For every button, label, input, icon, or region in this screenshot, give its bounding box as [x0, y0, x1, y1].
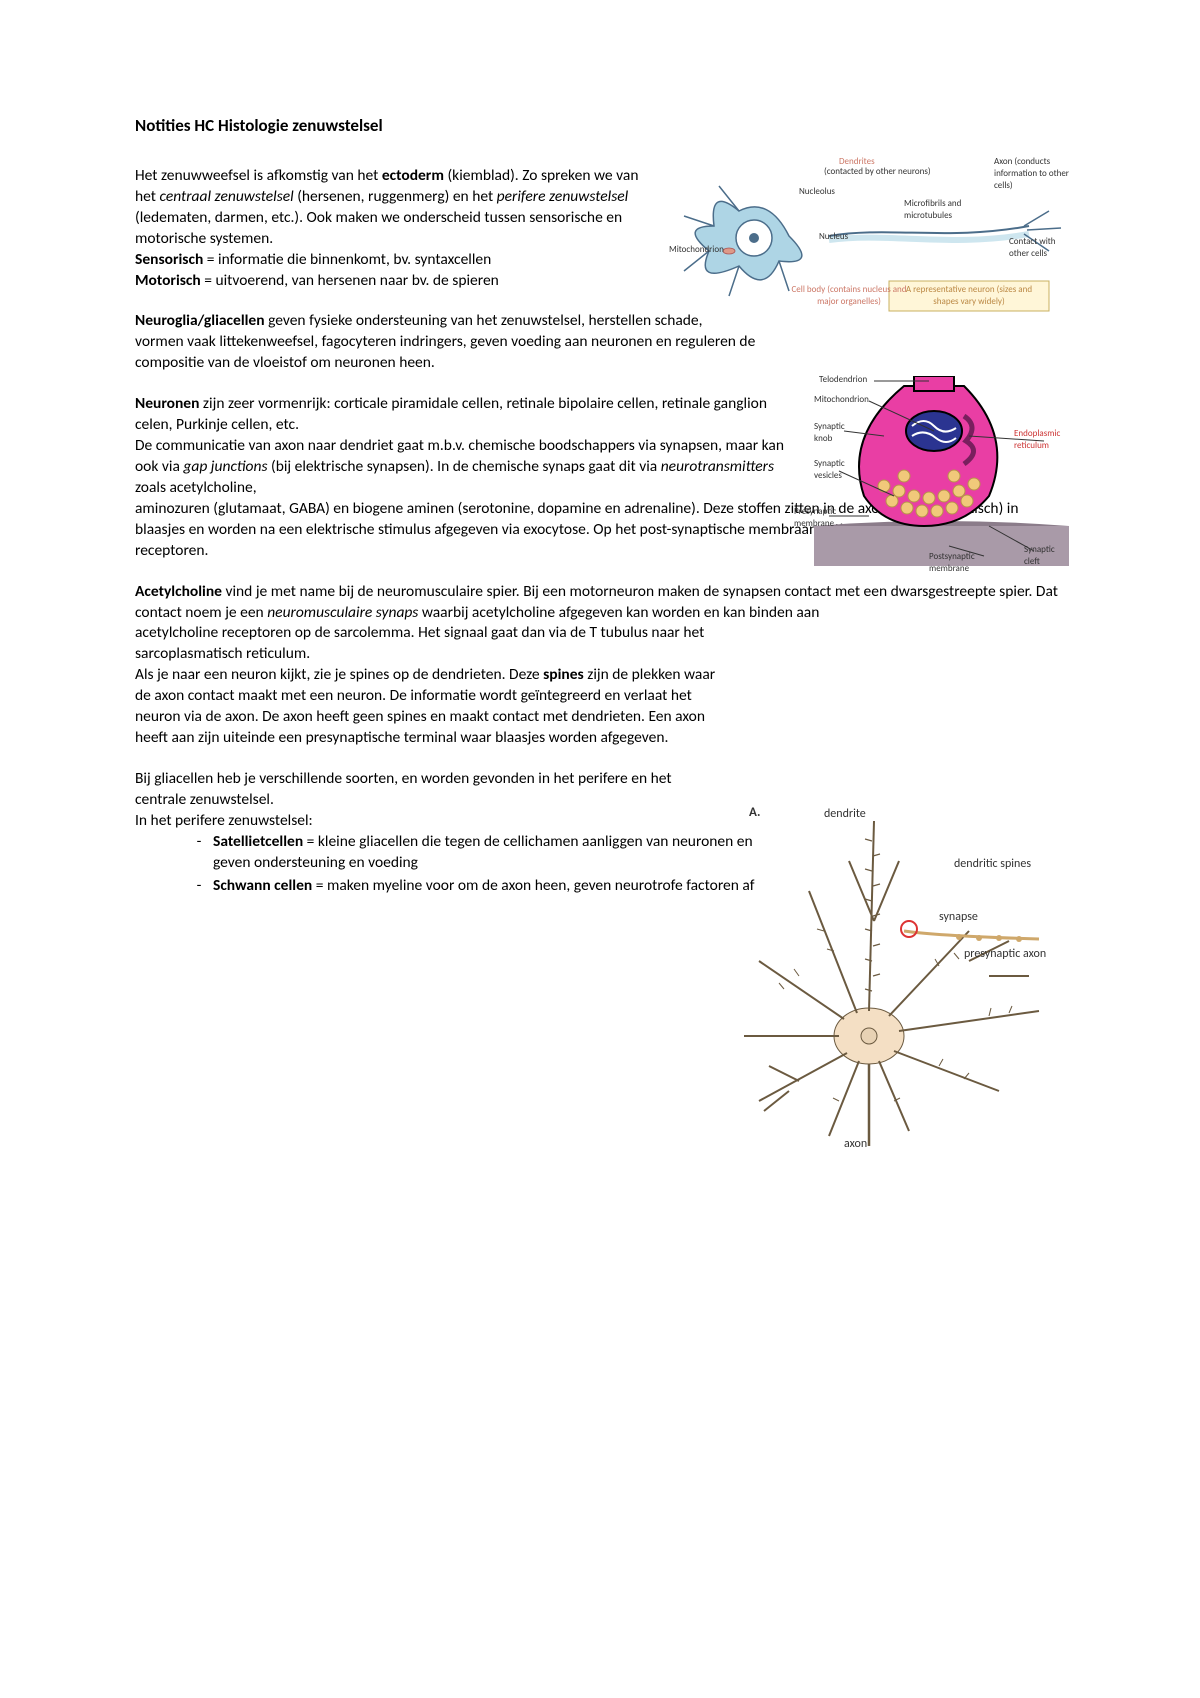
fig1-label-rep: A representative neuron (sizes and shape… — [894, 284, 1044, 308]
fig3-label-preaxon: presynaptic axon — [964, 946, 1046, 962]
text: acetylcholine receptoren op de sarcolemm… — [135, 623, 704, 663]
text: = uitvoerend, van hersenen naar bv. de s… — [201, 271, 499, 290]
fig1-label-dendrites2: (contacted by other neurons) — [824, 166, 931, 178]
paragraph-4: Acetylcholine vind je met name bij de ne… — [135, 582, 1070, 749]
fig3-label-axon: axon — [844, 1136, 867, 1152]
text: geven fysieke ondersteuning van het zenu… — [265, 311, 703, 330]
document-page: Notities HC Histologie zenuwstelsel Het … — [0, 0, 1200, 1698]
fig3-label-synapse: synapse — [939, 909, 978, 925]
term-sensorisch: Sensorisch — [135, 250, 203, 269]
figure-synapse: Telodendrion Mitochondrion Synaptic knob… — [813, 375, 1070, 567]
term-satelliet: Satellietcellen — [213, 832, 303, 851]
text: Als je naar een neuron kijkt, zie je spi… — [135, 665, 543, 684]
term-schwann: Schwann cellen — [213, 876, 312, 895]
fig2-label-ves: Synaptic vesicles — [814, 458, 859, 482]
bullet-dash: - — [185, 832, 213, 874]
term-motorisch: Motorisch — [135, 271, 201, 290]
term-gapjunctions: gap junctions — [183, 457, 267, 476]
fig1-label-nucleolus: Nucleolus — [799, 186, 835, 198]
fig1-label-nucleus: Nucleus — [819, 231, 848, 243]
page-title: Notities HC Histologie zenuwstelsel — [135, 115, 1070, 138]
text: = informatie die binnenkomt, bv. syntaxc… — [203, 250, 491, 269]
fig2-label-cleft: Synaptic cleft — [1024, 544, 1069, 568]
paragraph-2: Neuroglia/gliacellen geven fysieke onder… — [135, 311, 1070, 374]
text: (bij elektrische synapsen). In de chemis… — [268, 457, 661, 476]
term-nm-synaps: neuromusculaire synaps — [267, 603, 418, 622]
text: Het zenuwweefsel is afkomstig van het — [135, 166, 382, 185]
fig2-label-pre: Presynaptic membrane — [794, 506, 849, 530]
term-neuronen: Neuronen — [135, 394, 199, 413]
fig1-label-microf: Microfibrils and microtubules — [904, 198, 994, 222]
text: vormen vaak littekenweefsel, fagocyteren… — [135, 332, 795, 374]
dendritic-spines-svg — [739, 801, 1069, 1151]
term-ectoderm: ectoderm — [382, 166, 444, 185]
text: waarbij acetylcholine afgegeven kan word… — [418, 603, 819, 622]
fig1-label-axon: Axon (conducts information to other cell… — [994, 156, 1069, 192]
figure-neuron-overview: Dendrites (contacted by other neurons) N… — [668, 155, 1070, 317]
fig3-label-A: A. — [749, 804, 760, 822]
figure-dendritic-spines: A. dendrite dendritic spines synapse pre… — [738, 800, 1070, 1152]
fig2-label-telo: Telodendrion — [819, 374, 867, 386]
fig3-label-spines: dendritic spines — [954, 856, 1031, 872]
fig2-label-mito: Mitochondrion — [814, 394, 869, 406]
fig1-label-contact: Contact with other cells — [1009, 236, 1069, 260]
fig1-label-mito: Mitochondrion — [669, 244, 724, 256]
term-neurotransmitters: neurotransmitters — [661, 457, 774, 476]
paragraph-1: Het zenuwweefsel is afkomstig van het ec… — [135, 166, 655, 292]
term-pns: perifere zenuwstelsel — [497, 187, 629, 206]
term-cns: centraal zenuwstelsel — [159, 187, 293, 206]
fig2-label-endo: Endoplasmic reticulum — [1014, 428, 1069, 452]
text: zijn zeer vormenrijk: corticale piramida… — [135, 394, 767, 434]
fig2-label-knob: Synaptic knob — [814, 421, 859, 445]
fig3-label-dendrite: dendrite — [824, 806, 866, 822]
fig2-label-post: Postsynaptic membrane — [929, 551, 989, 575]
text: zoals acetylcholine, — [135, 478, 257, 497]
text: Bij gliacellen heb je verschillende soor… — [135, 769, 672, 809]
term-spines: spines — [543, 665, 584, 684]
text: In het perifere zenuwstelsel: — [135, 811, 313, 830]
term-neuroglia: Neuroglia/gliacellen — [135, 311, 265, 330]
text: (hersenen, ruggenmerg) en het — [294, 187, 497, 206]
bullet-dash: - — [185, 876, 213, 897]
term-acetylcholine: Acetylcholine — [135, 582, 222, 601]
text: = maken myeline voor om de axon heen, ge… — [312, 876, 754, 895]
text: (ledematen, darmen, etc.). Ook maken we … — [135, 208, 622, 248]
